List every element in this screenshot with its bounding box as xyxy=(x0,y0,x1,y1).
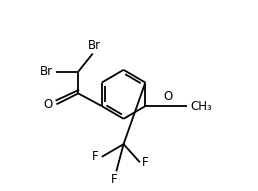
Text: F: F xyxy=(92,150,98,163)
Text: O: O xyxy=(44,98,53,111)
Text: Br: Br xyxy=(40,65,53,78)
Text: Br: Br xyxy=(88,39,101,52)
Text: O: O xyxy=(163,90,173,103)
Text: F: F xyxy=(111,173,118,186)
Text: F: F xyxy=(142,156,148,169)
Text: CH₃: CH₃ xyxy=(191,100,212,113)
